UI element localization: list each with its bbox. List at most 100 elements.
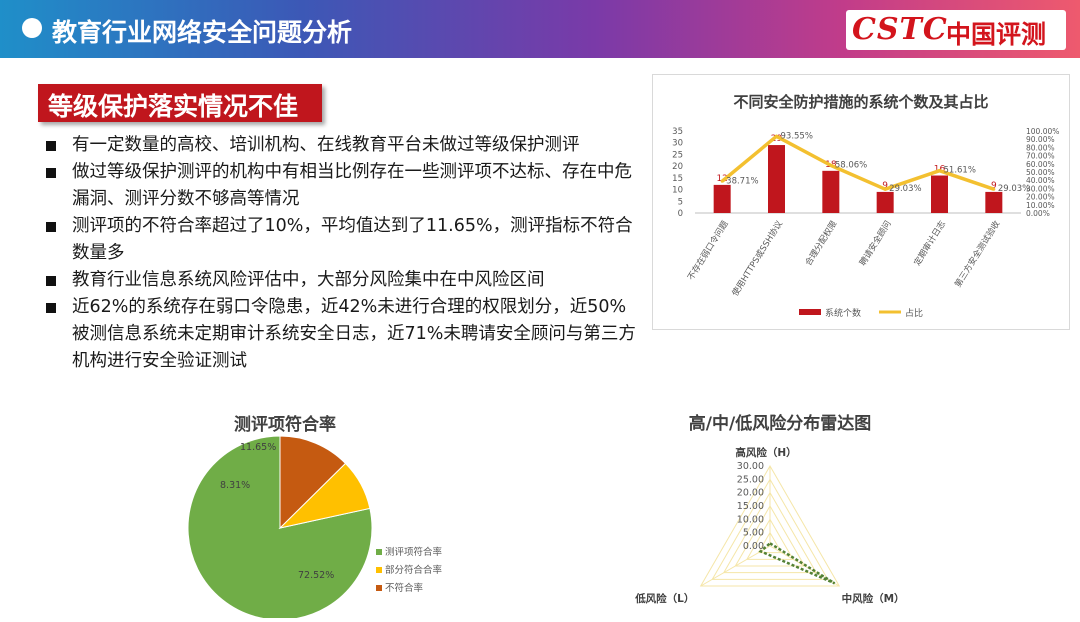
radar-grid-ring [699,464,841,587]
square-bullet-icon [46,168,56,178]
legend-label: 占比 [905,307,923,319]
bullet-text: 做过等级保护测评的机构中有相当比例存在一些测评项不达标、存在中危漏洞、测评分数不… [72,162,632,209]
bar-data-label: 29 [771,134,783,144]
y-tick-label: 30 [672,139,683,149]
y-tick-label: 5 [678,197,683,207]
bar-chart-title: 不同安全防护措施的系统个数及其占比 [733,93,989,111]
bar-line-chart-panel: 不同安全防护措施的系统个数及其占比 35 30 25 20 15 10 5 0 100.00% 9… [652,74,1070,330]
line-data-label: 93.55% [781,131,813,141]
y2-tick-label: 70.00% [1026,152,1055,161]
line-data-label: 51.61% [944,166,976,176]
bullet-item: 测评项的不符合率超过了10%，平均值达到了11.65%，测评指标不符合数量多 [44,213,642,267]
line-point [992,187,996,191]
square-bullet-icon [46,276,56,286]
y2-tick-label: 30.00% [1026,184,1055,193]
legend-swatch-bar [799,309,821,315]
page-title: 教育行业网络安全问题分析 [52,18,353,47]
line-data-label: 58.06% [835,160,867,170]
line-point [829,163,833,167]
radar-tick-label: 0.00 [743,541,764,552]
pie-slice [279,435,347,530]
radar-series [758,541,836,585]
pie-data-label: 11.65% [240,442,276,453]
legend-label: 部分符合合率 [385,564,443,576]
bar [822,170,840,213]
square-bullet-icon [46,141,56,151]
y-tick-label: 0 [678,209,683,219]
radar-tick-label: 10.00 [737,514,764,525]
y2-tick-label: 10.00% [1026,201,1055,210]
x-tick-label: 聘请安全顾问 [857,219,893,268]
legend-swatch [376,585,382,591]
logo-latin: CSTC [852,12,948,47]
bullet-list: 有一定数量的高校、培训机构、在线教育平台未做过等级保护测评 做过等级保护测评的机… [44,132,642,375]
bar-data-label: 12 [716,174,727,184]
bullet-item: 教育行业信息系统风险评估中，大部分风险集中在中风险区间 [44,267,642,294]
radar-tick-label: 20.00 [737,488,764,499]
y-tick-label: 20 [672,162,683,172]
y-tick-label: 35 [672,127,683,137]
x-tick-label: 第三方安全测试验收 [953,218,1003,289]
bar [876,191,894,213]
line-data-label: 29.03% [889,184,921,194]
y2-tick-label: 40.00% [1026,176,1055,185]
square-bullet-icon [46,303,56,313]
radar-grid-ring [757,531,783,554]
legend-swatch [376,567,382,573]
radar-grid-ring [711,478,829,580]
y2-tick-label: 80.00% [1026,143,1055,152]
section-heading-text: 等级保护落实情况不佳 [48,92,299,121]
pie-data-label: 8.31% [220,480,250,491]
bullet-item: 做过等级保护测评的机构中有相当比例存在一些测评项不达标、存在中危漏洞、测评分数不… [44,159,642,213]
y2-tick-label: 100.00% [1026,127,1059,136]
line-data-label: 29.03% [998,184,1030,194]
radar-grid-ring [722,491,818,574]
radar-grid-ring [734,505,806,567]
x-tick-label: 定期审计日志 [912,218,949,268]
pie-data-label: 72.52% [298,570,334,581]
bar [985,191,1003,213]
bullet-text: 有一定数量的高校、培训机构、在线教育平台未做过等级保护测评 [72,135,580,155]
bar-data-label: 9 [991,181,997,191]
bar-data-label: 9 [882,181,888,191]
y2-tick-label: 90.00% [1026,135,1055,144]
line-data-label: 38.71% [726,176,758,186]
logo-chinese: 中国评测 [946,20,1047,49]
line-point [720,179,724,183]
bullet-item: 有一定数量的高校、培训机构、在线教育平台未做过等级保护测评 [44,132,642,159]
line-point [938,169,941,173]
x-tick-label: 不存在弱口令问题 [685,218,731,282]
radar-tick-label: 15.00 [737,501,764,512]
y-tick-label: 10 [672,186,683,196]
y2-tick-label: 50.00% [1026,168,1055,177]
bullet-text: 近62%的系统存在弱口令隐患，近42%未进行合理的权限划分，近50%被测信息系统… [72,297,636,371]
legend-label: 测评项符合率 [385,546,443,558]
y-tick-label: 25 [672,150,683,160]
radar-axis-label: 高风险（H） [735,446,796,459]
cstc-logo: CSTC 中国评测 [846,10,1066,50]
radar-chart: 30.00 25.00 20.00 15.00 10.00 5.00 0.00 高风险（H） 中… [634,446,905,605]
line-point [775,134,778,138]
legend-label: 不符合率 [385,582,424,594]
square-bullet-icon [46,222,56,232]
radar-tick-label: 5.00 [743,528,764,539]
radar-axis-label: 中风险（M） [842,592,905,605]
bullet-text: 教育行业信息系统风险评估中，大部分风险集中在中风险区间 [72,270,545,290]
legend-label: 系统个数 [825,307,861,319]
title-bar: 教育行业网络安全问题分析 CSTC 中国评测 [0,0,1080,58]
bullet-dot-icon [22,18,42,38]
y-tick-label: 15 [672,174,683,184]
radar-grid-ring [746,518,794,560]
section-heading: 等级保护落实情况不佳 [38,84,322,122]
radar-tick-label: 25.00 [737,474,764,485]
y2-tick-label: 60.00% [1026,160,1055,169]
radar-spoke [700,545,771,587]
percent-line [721,134,995,191]
radar-tick-label: 30.00 [737,461,764,472]
radar-chart-title: 高/中/低风险分布雷达图 [688,414,872,434]
bar [931,175,948,213]
radar-axis-label: 低风险（L） [634,592,694,605]
x-tick-label: 合理分配权限 [803,218,840,268]
